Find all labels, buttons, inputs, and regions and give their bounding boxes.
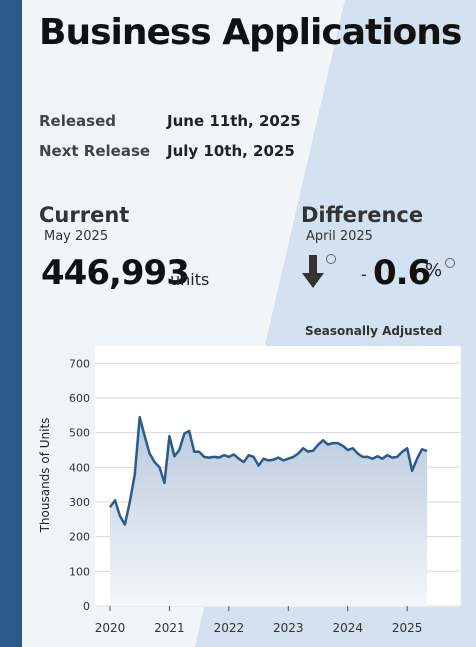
current-value: 446,993: [41, 253, 190, 293]
y-tick-label: 700: [69, 357, 90, 370]
difference-heading: Difference: [301, 203, 424, 227]
difference-period: April 2025: [306, 229, 373, 244]
y-tick-label: 400: [69, 461, 90, 474]
current-unit: units: [170, 270, 210, 289]
series-line: [108, 415, 428, 526]
released-label: Released: [39, 112, 116, 130]
next-release-label: Next Release: [39, 142, 151, 160]
y-tick-label: 100: [69, 565, 90, 578]
difference-sign: -: [361, 265, 367, 284]
x-tick-label: 2020: [95, 621, 126, 635]
y-tick-label: 0: [83, 600, 90, 613]
x-tick-label: 2024: [332, 621, 363, 635]
area-fill: [110, 417, 427, 606]
y-tick-label: 600: [69, 392, 90, 405]
y-tick-label: 300: [69, 496, 90, 509]
arrow-down-icon: [302, 255, 324, 288]
info-circle-icon[interactable]: [445, 258, 455, 268]
current-period: May 2025: [44, 229, 109, 244]
current-heading: Current: [39, 203, 130, 227]
difference-unit: %: [425, 260, 443, 281]
released-date: June 11th, 2025: [167, 112, 301, 130]
x-tick-label: 2021: [154, 621, 185, 635]
x-tick-label: 2022: [214, 621, 245, 635]
y-tick-label: 500: [69, 427, 90, 440]
y-axis-label: Thousands of Units: [38, 418, 52, 534]
next-release-date: July 10th, 2025: [167, 142, 295, 160]
difference-value: 0.6: [373, 253, 431, 293]
y-tick-label: 200: [69, 531, 90, 544]
x-tick-label: 2025: [392, 621, 423, 635]
business-applications-chart: 0 100 200 300 400 500 600 700 2020 2021 2022 2023 2…: [38, 346, 461, 635]
page-title: Business Applications: [39, 12, 462, 53]
info-circle-icon[interactable]: [326, 254, 336, 264]
x-tick-label: 2023: [273, 621, 304, 635]
accent-stripe: [0, 0, 22, 647]
chart-title: Seasonally Adjusted: [305, 324, 443, 338]
